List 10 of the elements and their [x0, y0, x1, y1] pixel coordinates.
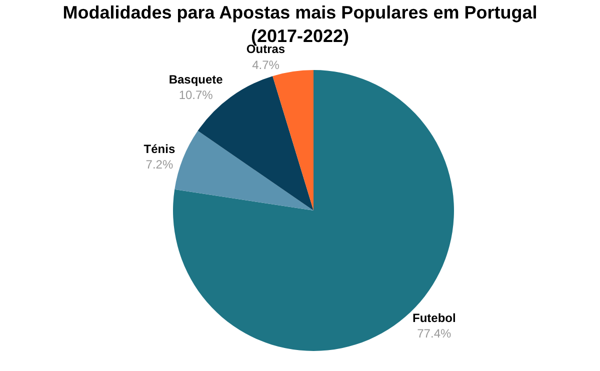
pie-slice — [174, 130, 314, 210]
slice-label: Basquete — [168, 72, 224, 87]
data-label: 7.2% — [146, 158, 174, 172]
data-label: 10.7% — [178, 88, 214, 102]
chart-title: Modalidades para Apostas mais Populares em Portugal (2017-2022) — [62, 2, 538, 46]
slice-label: Futebol — [412, 310, 456, 325]
data-label: 77.4% — [417, 326, 452, 340]
data-label: 4.7% — [252, 58, 280, 72]
slice-label: Ténis — [144, 142, 176, 156]
pie-slice — [272, 70, 314, 210]
